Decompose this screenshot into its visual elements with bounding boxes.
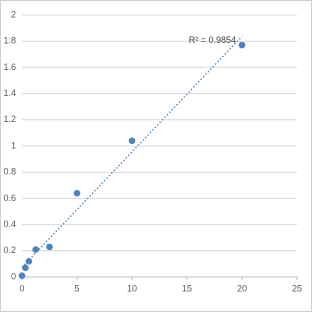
data-point (46, 243, 53, 251)
y-tick-label: 1 (11, 140, 16, 150)
data-point (22, 264, 29, 272)
y-tick-label: 0.6 (3, 193, 16, 203)
chart-border (0, 0, 312, 312)
y-tick-label: 1.2 (3, 114, 16, 124)
y-tick-label: 1.4 (3, 88, 16, 98)
data-point (73, 189, 81, 197)
data-point (238, 41, 246, 49)
y-tick-label: 1.8 (3, 36, 16, 46)
trendline (21, 35, 243, 268)
x-tick-label: 10 (127, 283, 137, 293)
data-point (128, 137, 136, 145)
data-point (25, 257, 33, 265)
x-tick-label: 15 (182, 283, 192, 293)
x-tick-label: 5 (74, 283, 79, 293)
y-tick-label: 0.2 (3, 245, 16, 255)
y-tick-label: 0 (11, 271, 16, 281)
y-tick-label: 2 (11, 9, 16, 19)
annotation: R² = 0.9854 (189, 35, 236, 45)
y-tick-label: 0.4 (3, 219, 16, 229)
data-point (18, 272, 26, 279)
x-tick-label: 0 (19, 283, 24, 293)
chart: 00.20.40.60.811.21.41.61.820 5 10 15 20 25R² … (0, 0, 312, 312)
x-tick-label: 20 (237, 283, 247, 293)
y-tick-label: 1.6 (3, 62, 16, 72)
y-tick-label: 0.8 (3, 167, 16, 177)
data-point (32, 246, 40, 253)
x-tick-label: 25 (292, 283, 302, 293)
